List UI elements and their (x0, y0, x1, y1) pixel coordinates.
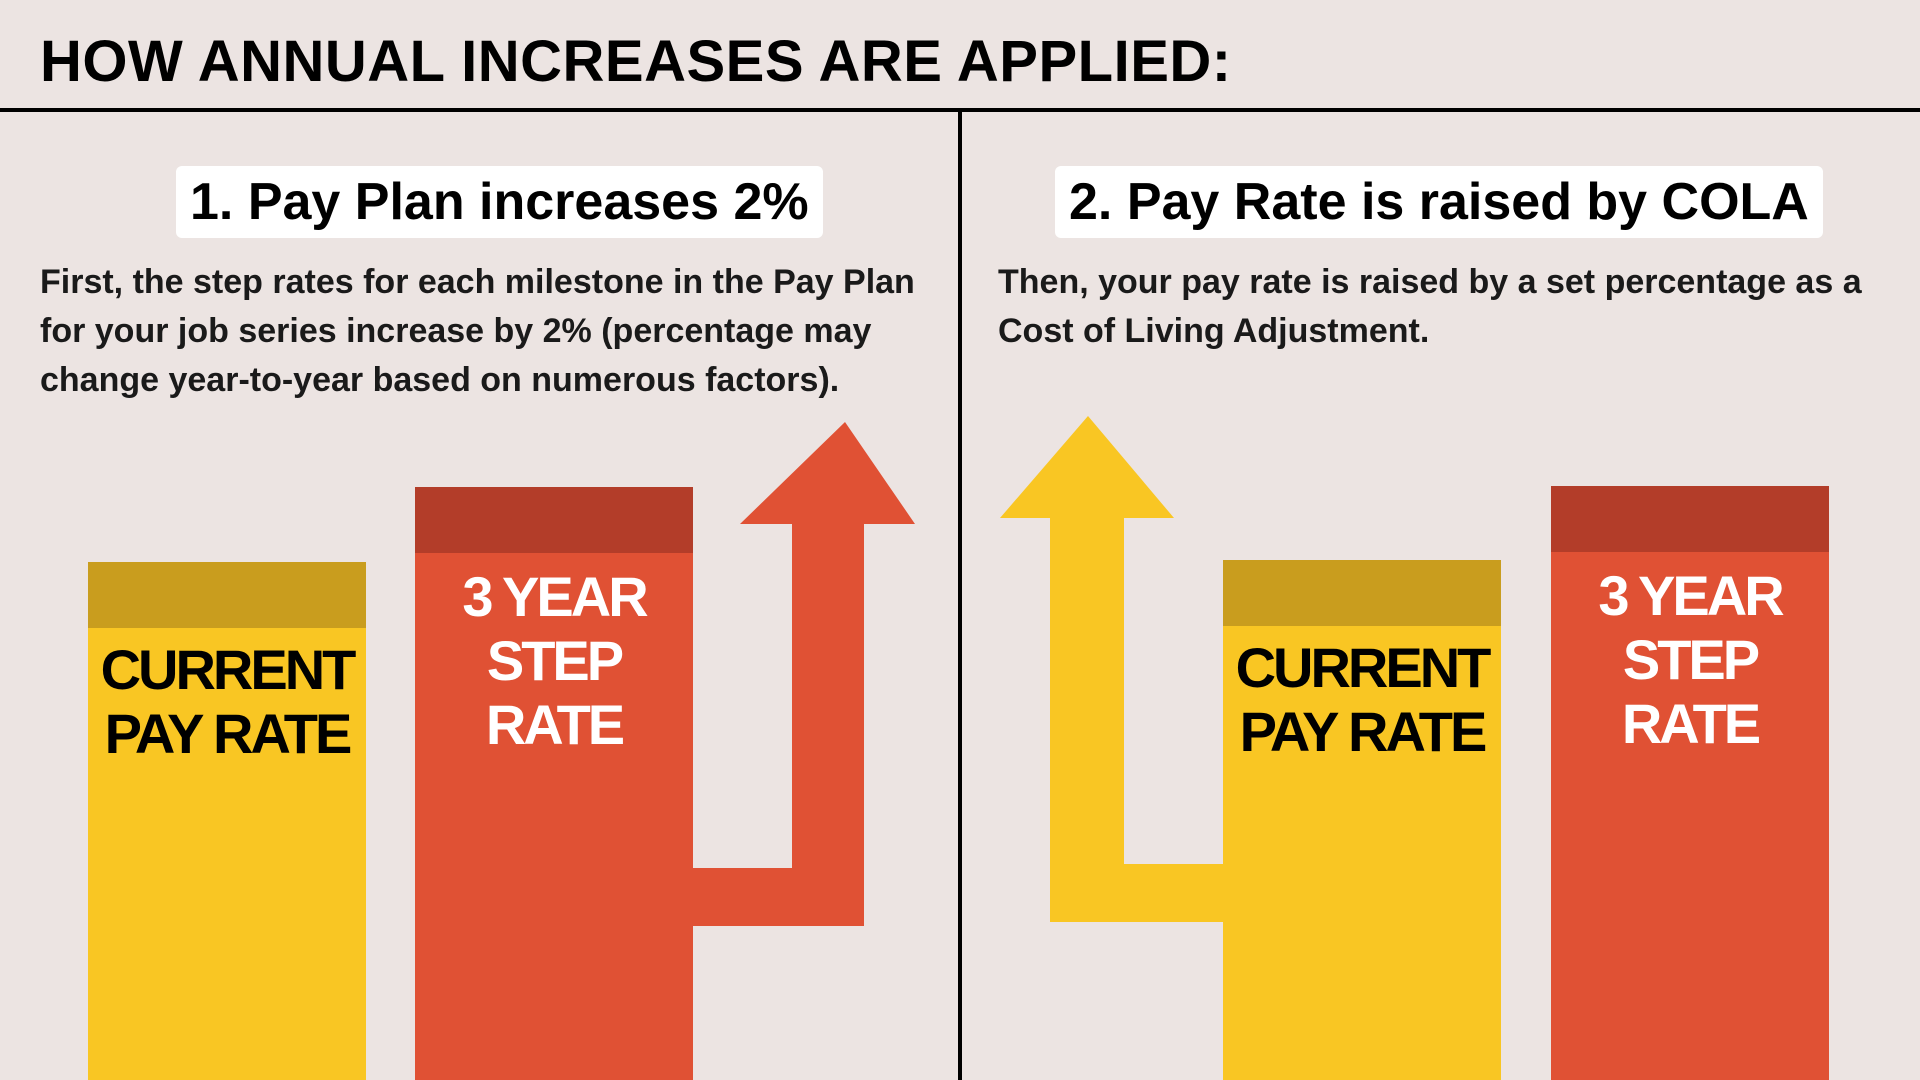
step-1-step-rate-label: 3 YEAR STEP RATE (462, 565, 648, 756)
step-1-current-pay-rate-cap (88, 562, 366, 628)
step-1-heading: 1. Pay Plan increases 2% (176, 166, 823, 238)
step-1-step-rate-cap (415, 487, 693, 553)
step-2-step-rate-cap (1551, 486, 1829, 552)
page-title: HOW ANNUAL INCREASES ARE APPLIED: (40, 29, 1232, 94)
step-2-current-pay-rate-cap (1223, 560, 1501, 626)
step-2-step-rate-bar: 3 YEAR STEP RATE (1551, 486, 1829, 1080)
step-2-current-pay-rate-label: CURRENT PAY RATE (1235, 636, 1492, 763)
step-2-arrow-shape (1000, 416, 1224, 922)
step-1-arrow-shape (692, 422, 915, 926)
step-1-current-pay-rate-label: CURRENT PAY RATE (100, 638, 357, 765)
step-2-step-rate-label: 3 YEAR STEP RATE (1598, 564, 1784, 755)
step-1-description: First, the step rates for each milestone… (40, 263, 915, 399)
panel-divider (958, 110, 962, 1080)
step-1-step-rate-bar: 3 YEAR STEP RATE (415, 487, 693, 1080)
step-2-current-pay-rate-bar: CURRENT PAY RATE (1223, 560, 1501, 1080)
step-1-current-pay-rate-bar: CURRENT PAY RATE (88, 562, 366, 1080)
step-2-description: Then, your pay rate is raised by a set p… (998, 263, 1862, 350)
step-2-heading: 2. Pay Rate is raised by COLA (1055, 166, 1823, 238)
